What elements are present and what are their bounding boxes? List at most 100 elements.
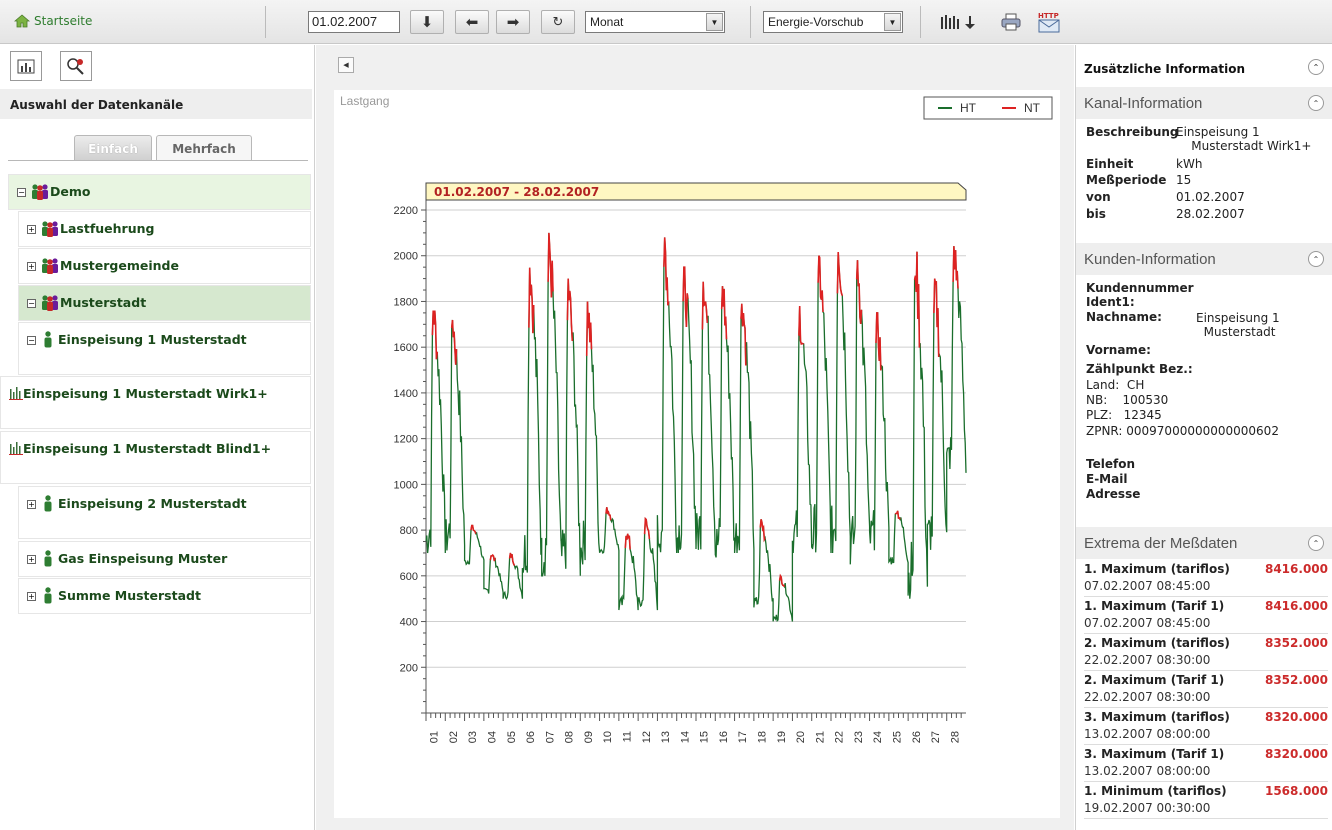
tree-node[interactable]: Einspeisung 1 Musterstadt Blind1+ (0, 431, 311, 484)
double-chevron-left-icon: ◀ (343, 61, 349, 69)
tree-node-label: Summe Musterstadt (58, 588, 201, 603)
channel-info-header: Kanal-Information ⌃ (1076, 87, 1332, 119)
extrema-row: 1. Minimum (tariflos) 1568.000 19.02.2007 … (1084, 782, 1328, 819)
x-tick-label: 28 (949, 731, 961, 743)
extrema-value: 1568.000 (1264, 784, 1328, 798)
tree-node[interactable]: − Musterstadt (18, 285, 311, 321)
y-tick-label: 1800 (394, 296, 418, 308)
extrema-timestamp: 07.02.2007 08:45:00 (1084, 616, 1211, 630)
collapse-left-button[interactable]: ◀ (338, 57, 354, 73)
nb-value: NB: 100530 (1086, 393, 1169, 407)
customer-info-header: Kunden-Information ⌃ (1076, 243, 1332, 275)
channel-info-value: Einspeisung 1 Musterstadt Wirk1+ (1176, 125, 1312, 153)
legend-box (923, 96, 1053, 120)
refresh-icon: ↻ (552, 14, 564, 30)
person-icon (44, 495, 52, 512)
period-select[interactable]: Monat ▼ (585, 11, 725, 33)
chart-view-button[interactable] (10, 51, 42, 81)
expand-toggle-icon[interactable]: − (27, 299, 36, 308)
extrema-row: 2. Maximum (tariflos) 8352.000 22.02.2007 … (1084, 634, 1328, 671)
expand-toggle-icon[interactable]: + (27, 592, 36, 601)
x-tick-label: 24 (872, 731, 884, 743)
x-tick-label: 27 (930, 731, 942, 743)
tree-node[interactable]: + Gas Einspeisung Muster (18, 541, 311, 577)
x-tick-label: 21 (814, 731, 826, 743)
right-panel: Zusätzliche Information ⌃ Kanal-Informat… (1075, 45, 1332, 830)
x-tick-label: 07 (544, 731, 556, 743)
country-value: Land: CH (1086, 378, 1145, 392)
x-tick-label: 26 (911, 731, 923, 743)
x-tick-label: 16 (718, 731, 730, 743)
y-tick-label: 800 (400, 525, 418, 537)
channel-info-value: kWh (1176, 157, 1203, 171)
channel-info-key: Beschreibung (1086, 125, 1179, 139)
export-data-button[interactable] (938, 11, 980, 33)
x-tick-label: 23 (853, 731, 865, 743)
expand-toggle-icon[interactable]: + (27, 225, 36, 234)
bar-chart-download-icon (941, 15, 975, 29)
tree-node[interactable]: + Lastfuehrung (18, 211, 311, 247)
tab-einfach[interactable]: Einfach (74, 135, 152, 161)
plz-value: PLZ: 12345 (1086, 408, 1162, 422)
x-tick-label: 10 (602, 731, 614, 743)
toolbar-divider (920, 6, 921, 38)
extrema-name: 3. Maximum (tariflos) (1084, 710, 1230, 724)
x-tick-label: 08 (564, 731, 576, 743)
lastname-value: Einspeisung 1 Musterstadt (1196, 311, 1280, 339)
previous-button[interactable]: ⬅ (455, 10, 489, 34)
chevron-down-icon: ▼ (706, 13, 723, 31)
tree-node[interactable]: − Demo (8, 174, 311, 210)
expand-toggle-icon[interactable]: − (17, 188, 26, 197)
firstname-label: Vorname: (1086, 343, 1151, 357)
extrema-value: 8320.000 (1264, 710, 1328, 724)
meter-bars-icon (9, 442, 23, 455)
chart-panel: ◀ Lastgang 200 400 600 800 1000 1200 1400 1600 1… (316, 45, 1074, 830)
user-group-icon (42, 221, 58, 237)
extrema-timestamp: 07.02.2007 08:45:00 (1084, 579, 1211, 593)
extrema-name: 1. Maximum (tariflos) (1084, 562, 1230, 576)
date-range-box (425, 182, 967, 201)
y-tick-label: 2000 (394, 251, 418, 263)
tree-node[interactable]: − Einspeisung 1 Musterstadt (18, 322, 311, 375)
download-arrow-button[interactable]: ⬇ (410, 10, 444, 34)
chevron-up-icon[interactable]: ⌃ (1308, 251, 1324, 267)
next-button[interactable]: ➡ (496, 10, 530, 34)
mode-select[interactable]: Energie-Vorschub ▼ (763, 11, 903, 33)
expand-toggle-icon[interactable]: + (27, 555, 36, 564)
x-tick-label: 13 (660, 731, 672, 743)
chevron-up-icon[interactable]: ⌃ (1308, 535, 1324, 551)
date-range-label: 01.02.2007 - 28.02.2007 (434, 185, 599, 199)
tree-node[interactable]: + Mustergemeinde (18, 248, 311, 284)
refresh-button[interactable]: ↻ (541, 10, 575, 34)
meter-point-label: Zählpunkt Bez.: (1086, 362, 1193, 376)
x-tick-label: 02 (448, 731, 460, 743)
tree-node-label: Einspeisung 1 Musterstadt (58, 332, 247, 347)
x-tick-label: 20 (795, 731, 807, 743)
http-mail-button[interactable]: HTTP (1036, 11, 1062, 33)
tree-node[interactable]: Einspeisung 1 Musterstadt Wirk1+ (0, 376, 311, 429)
date-input[interactable]: 01.02.2007 (308, 11, 400, 33)
chevron-up-icon[interactable]: ⌃ (1308, 95, 1324, 111)
person-icon (44, 550, 52, 567)
svg-text:HTTP: HTTP (1038, 12, 1059, 20)
expand-toggle-icon[interactable]: + (27, 500, 36, 509)
y-tick-label: 600 (400, 571, 418, 583)
home-link[interactable]: Startseite (14, 13, 92, 29)
collapse-all-icon[interactable]: ⌃ (1308, 59, 1324, 75)
x-tick-label: 04 (487, 731, 499, 743)
tree-node[interactable]: + Einspeisung 2 Musterstadt (18, 486, 311, 539)
expand-toggle-icon[interactable]: + (27, 262, 36, 271)
x-tick-label: 15 (699, 731, 711, 743)
customer-number-label: Kundennummer (1086, 281, 1194, 295)
extrema-timestamp: 13.02.2007 08:00:00 (1084, 764, 1211, 778)
extrema-title: Extrema der Meßdaten (1084, 535, 1238, 552)
channel-info-value: 28.02.2007 (1176, 207, 1245, 221)
print-button[interactable] (998, 11, 1024, 33)
arrow-left-icon: ⬅ (465, 13, 479, 31)
expand-toggle-icon[interactable]: − (27, 336, 36, 345)
x-tick-label: 17 (737, 731, 749, 743)
search-channel-button[interactable] (60, 51, 92, 81)
tree-node[interactable]: + Summe Musterstadt (18, 578, 311, 614)
tab-mehrfach[interactable]: Mehrfach (156, 135, 252, 161)
extrema-value: 8416.000 (1264, 562, 1328, 576)
